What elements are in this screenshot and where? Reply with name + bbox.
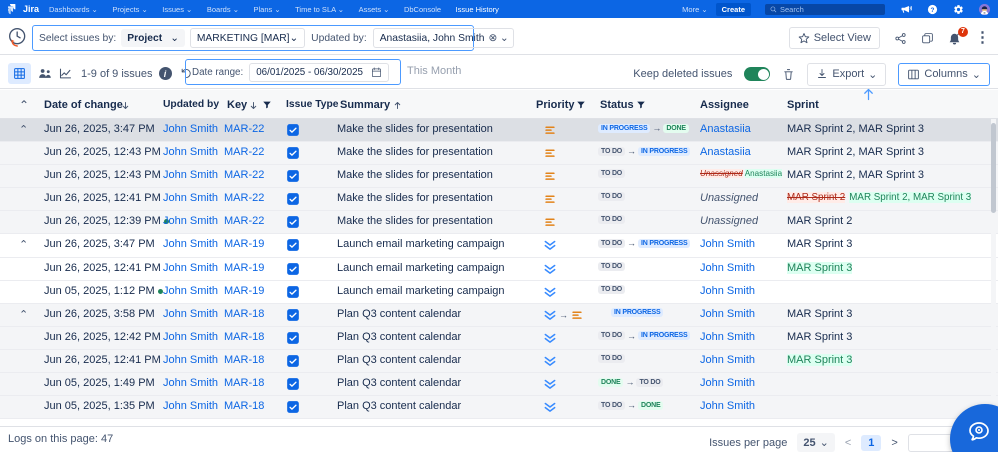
- svg-text:?: ?: [931, 6, 935, 13]
